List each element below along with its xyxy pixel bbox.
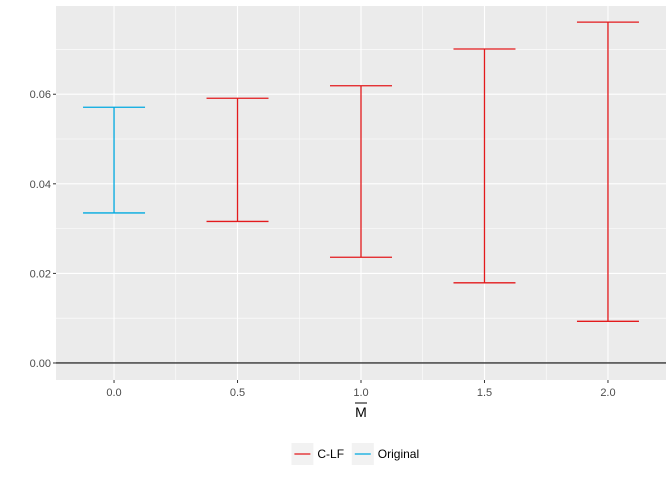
y-axis: 0.00 0.02 0.04 0.06	[30, 89, 56, 370]
y-tick-label: 0.00	[30, 358, 51, 370]
legend-label: C-LF	[317, 447, 344, 461]
legend-item: Original	[351, 443, 419, 465]
x-tick-label: 1.5	[477, 387, 492, 399]
error-bars	[83, 21, 639, 322]
x-axis: 0.0 0.5 1.0 1.5 2.0	[106, 380, 616, 399]
legend-label: Original	[378, 447, 419, 461]
x-axis-title: M	[355, 404, 367, 420]
error-bar	[576, 21, 639, 322]
error-bar	[206, 97, 269, 223]
y-tick-label: 0.02	[30, 268, 51, 280]
y-tick-label: 0.06	[30, 89, 51, 101]
x-tick-label: 2.0	[600, 387, 615, 399]
legend: C-LF Original	[291, 443, 419, 465]
x-tick-label: 1.0	[353, 387, 368, 399]
x-tick-label: 0.5	[230, 387, 245, 399]
error-bar	[330, 85, 392, 258]
error-bar	[453, 48, 516, 284]
legend-item: C-LF	[291, 443, 344, 465]
y-tick-label: 0.04	[30, 179, 51, 191]
error-bar	[83, 106, 146, 214]
x-tick-label: 0.0	[106, 387, 121, 399]
